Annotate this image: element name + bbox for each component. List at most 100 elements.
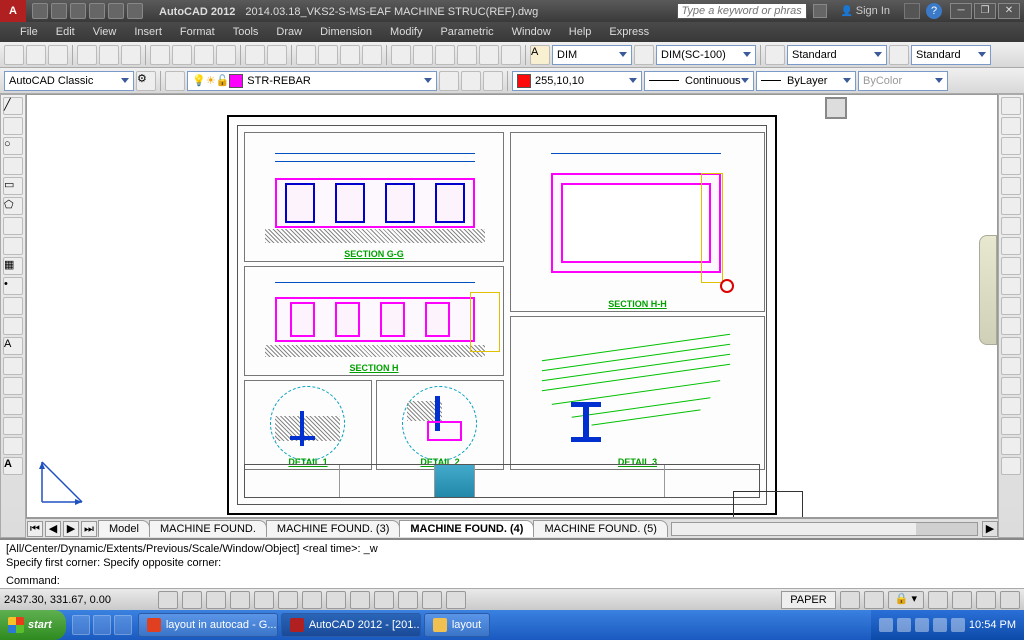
minimize-button[interactable]: ─ xyxy=(950,3,972,19)
dim-icon[interactable]: A xyxy=(530,45,550,65)
color-dropdown[interactable]: 255,10,10 xyxy=(512,71,642,91)
join-icon[interactable] xyxy=(1001,337,1021,355)
otrack-icon[interactable] xyxy=(302,591,322,609)
paste-icon[interactable] xyxy=(194,45,214,65)
scroll-right-icon[interactable]: ▶ xyxy=(982,521,998,537)
textstyle2-dropdown[interactable]: Standard xyxy=(911,45,991,65)
start-button[interactable]: start xyxy=(0,610,66,640)
explode-icon[interactable] xyxy=(1001,397,1021,415)
ql-app-icon[interactable] xyxy=(114,615,132,635)
sb5-icon[interactable] xyxy=(952,591,972,609)
cleanscreen-icon[interactable] xyxy=(1000,591,1020,609)
open-icon[interactable] xyxy=(51,3,67,19)
plotstyle-dropdown[interactable]: ByColor xyxy=(858,71,948,91)
sb6-icon[interactable] xyxy=(976,591,996,609)
sheet-icon[interactable] xyxy=(457,45,477,65)
layer-iso-icon[interactable] xyxy=(483,71,503,91)
markup-icon[interactable] xyxy=(479,45,499,65)
mod18-icon[interactable] xyxy=(1001,437,1021,455)
move-icon[interactable] xyxy=(1001,197,1021,215)
drawing-canvas[interactable]: SECTION G-G SECTION H-H xyxy=(26,94,998,518)
text2-icon[interactable]: A xyxy=(3,457,23,475)
search-input[interactable] xyxy=(677,3,807,19)
point-icon[interactable]: • xyxy=(3,277,23,295)
osnap-icon[interactable] xyxy=(254,591,274,609)
mtext-icon[interactable]: A xyxy=(3,337,23,355)
undo2-icon[interactable] xyxy=(245,45,265,65)
new-doc-icon[interactable] xyxy=(4,45,24,65)
print-icon[interactable] xyxy=(127,3,143,19)
tray-icon3[interactable] xyxy=(915,618,929,632)
tab-first-icon[interactable]: ⏮ xyxy=(27,521,43,537)
dyn-icon[interactable] xyxy=(350,591,370,609)
sb1-icon[interactable] xyxy=(840,591,860,609)
help-icon[interactable]: ? xyxy=(926,3,942,19)
tray-icon1[interactable] xyxy=(879,618,893,632)
lineweight-dropdown[interactable]: ByLayer xyxy=(756,71,856,91)
rotate-icon[interactable] xyxy=(1001,217,1021,235)
zoom-prev-icon[interactable] xyxy=(340,45,360,65)
task-chrome[interactable]: layout in autocad - G... xyxy=(138,613,278,637)
command-window[interactable]: [All/Center/Dynamic/Extents/Previous/Sca… xyxy=(0,538,1024,588)
snap-icon[interactable] xyxy=(158,591,178,609)
array-icon[interactable] xyxy=(1001,177,1021,195)
redo2-icon[interactable] xyxy=(267,45,287,65)
zoom-win-icon[interactable] xyxy=(362,45,382,65)
scale-icon[interactable] xyxy=(1001,237,1021,255)
restore-button[interactable]: ❐ xyxy=(974,3,996,19)
annoscale-icon[interactable]: 🔒 ▾ xyxy=(888,591,924,609)
signin-link[interactable]: 👤 Sign In xyxy=(833,5,898,17)
polar-icon[interactable] xyxy=(230,591,250,609)
arc-icon[interactable] xyxy=(3,157,23,175)
ducs-icon[interactable] xyxy=(326,591,346,609)
ws-settings-icon[interactable]: ⚙ xyxy=(136,71,156,91)
erase-icon[interactable] xyxy=(1001,97,1021,115)
tool-pal-icon[interactable] xyxy=(435,45,455,65)
mirror-icon[interactable] xyxy=(1001,137,1021,155)
match-icon[interactable] xyxy=(216,45,236,65)
menu-format[interactable]: Format xyxy=(180,26,215,38)
preview-icon[interactable] xyxy=(99,45,119,65)
tab-next-icon[interactable]: ▶ xyxy=(63,521,79,537)
table2-icon[interactable] xyxy=(3,317,23,335)
layer-prev-icon[interactable] xyxy=(439,71,459,91)
rect-icon[interactable]: ▭ xyxy=(3,177,23,195)
nav-bar[interactable] xyxy=(979,235,997,345)
paperspace-button[interactable]: PAPER xyxy=(781,591,835,609)
ellipse-icon[interactable] xyxy=(3,217,23,235)
tool15-icon[interactable] xyxy=(3,377,23,395)
chamfer-icon[interactable] xyxy=(1001,357,1021,375)
tab-prev-icon[interactable]: ◀ xyxy=(45,521,61,537)
menu-window[interactable]: Window xyxy=(512,26,551,38)
exchange-icon[interactable] xyxy=(904,3,920,19)
layer-props-icon[interactable] xyxy=(165,71,185,91)
tool17-icon[interactable] xyxy=(3,417,23,435)
tray-icon5[interactable] xyxy=(951,618,965,632)
menu-tools[interactable]: Tools xyxy=(233,26,259,38)
ql-desktop-icon[interactable] xyxy=(93,615,111,635)
hatch-icon[interactable]: ▦ xyxy=(3,257,23,275)
tab-layout4[interactable]: MACHINE FOUND. (5) xyxy=(533,520,667,537)
menu-parametric[interactable]: Parametric xyxy=(440,26,493,38)
plot-icon[interactable] xyxy=(77,45,97,65)
grid-icon[interactable] xyxy=(182,591,202,609)
copy2-icon[interactable] xyxy=(1001,117,1021,135)
lwt-icon[interactable] xyxy=(374,591,394,609)
sc-icon[interactable] xyxy=(446,591,466,609)
props-icon[interactable] xyxy=(391,45,411,65)
text-icon[interactable] xyxy=(765,45,785,65)
undo-icon[interactable] xyxy=(89,3,105,19)
publish-icon[interactable] xyxy=(121,45,141,65)
layer-dropdown[interactable]: 💡 ☀ 🔓 STR-REBAR xyxy=(187,71,437,91)
pline-icon[interactable] xyxy=(3,117,23,135)
mod19-icon[interactable] xyxy=(1001,457,1021,475)
menu-express[interactable]: Express xyxy=(609,26,649,38)
ortho-icon[interactable] xyxy=(206,591,226,609)
copy-icon[interactable] xyxy=(172,45,192,65)
menu-insert[interactable]: Insert xyxy=(134,26,162,38)
dimscale-dropdown[interactable]: DIM(SC-100) xyxy=(656,45,756,65)
app-logo[interactable]: A xyxy=(0,0,26,22)
zoom-icon[interactable] xyxy=(318,45,338,65)
tab-model[interactable]: Model xyxy=(98,520,150,537)
fillet-icon[interactable] xyxy=(1001,377,1021,395)
